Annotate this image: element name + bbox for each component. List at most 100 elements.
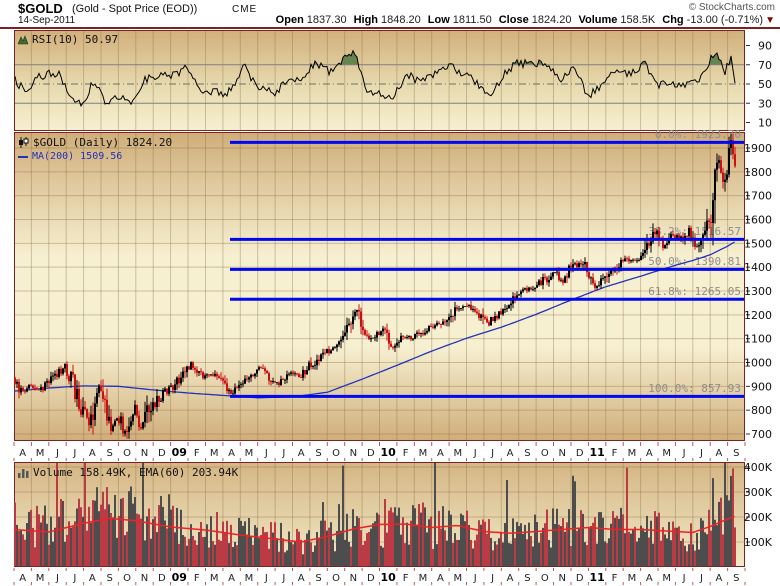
month-label: N (559, 448, 566, 459)
volume-label-text: Volume 158.49K, EMA(60) 203.94K (33, 466, 239, 479)
month-label: F (403, 573, 409, 584)
rsi-label-text: RSI(10) 50.97 (32, 33, 119, 46)
month-label: M (245, 573, 254, 584)
month-label: M (662, 448, 671, 459)
fib-lines (230, 140, 744, 398)
month-label: D (367, 573, 375, 584)
month-label: A (715, 573, 722, 584)
quote-field-value: 1837.30 (306, 14, 347, 26)
fib-label: 0.0%: 1923.70 (654, 128, 741, 141)
y-tick-label: 1400 (744, 261, 772, 274)
gridlines (15, 31, 744, 566)
month-label: J (55, 448, 59, 459)
ma-line-icon (18, 155, 28, 159)
month-label: M (662, 573, 671, 584)
rsi-line (14, 49, 736, 108)
ticker-description: (Gold - Spot Price (EOD)) (72, 3, 198, 15)
quote-field-value: -13.00 (-0.71%) (686, 14, 764, 26)
ma200-line (13, 241, 735, 399)
month-label: J (490, 448, 494, 459)
month-label: J (55, 573, 59, 584)
month-label: M (453, 573, 462, 584)
month-label: O (332, 573, 340, 584)
month-label: N (141, 573, 148, 584)
month-label: J (682, 573, 686, 584)
month-label: A (89, 573, 96, 584)
y-tick-label: 900 (751, 380, 772, 393)
rsi-mountain-icon (18, 34, 28, 45)
volume-label: Volume 158.49K, EMA(60) 203.94K (18, 466, 238, 479)
quote-field-label: Close (498, 14, 529, 26)
y-tick-label: 50 (758, 78, 772, 91)
month-label: M (628, 448, 637, 459)
y-tick-label: 70 (758, 59, 772, 72)
price-series-label: $GOLD (Daily) 1824.20 (18, 136, 172, 149)
ma-label-text: MA(200) 1509.56 (32, 151, 123, 162)
month-label: S (107, 573, 113, 584)
month-label: M (36, 573, 45, 584)
month-label: A (89, 448, 96, 459)
y-tick-label: 30 (758, 97, 772, 110)
copyright: © StockCharts.com (688, 2, 775, 13)
month-label: M (419, 573, 428, 584)
quote-line: Open 1837.30 High 1848.20 Low 1811.50 Close 182… (269, 14, 775, 26)
y-tick-label: 90 (758, 40, 772, 53)
month-label: 11 (589, 446, 604, 459)
month-label: M (419, 448, 428, 459)
month-label: J (264, 573, 268, 584)
month-label: D (367, 448, 375, 459)
month-label: S (107, 448, 113, 459)
quote-field-label: Chg (662, 14, 684, 26)
month-label: J (281, 573, 285, 584)
y-tick-label: 1600 (744, 213, 772, 226)
month-label: M (210, 573, 219, 584)
fib-label: 100.0%: 857.93 (648, 382, 741, 395)
month-label: J (72, 573, 76, 584)
quote-field-label: High (353, 14, 379, 26)
y-tick-label: 100K (744, 536, 773, 549)
month-label: J (699, 573, 703, 584)
y-tick-label: 1000 (744, 356, 772, 369)
y-tick-label: 1300 (744, 285, 772, 298)
month-label: A (298, 573, 305, 584)
month-label: A (19, 448, 26, 459)
month-label: A (715, 448, 722, 459)
month-label: D (576, 573, 584, 584)
rsi-overbought-fill (15, 50, 735, 65)
month-label: F (403, 448, 409, 459)
month-label: J (281, 448, 285, 459)
volume-bars-icon (18, 468, 29, 478)
month-label: N (350, 573, 357, 584)
month-label: F (194, 448, 200, 459)
quote-field-value: 1824.20 (531, 14, 572, 26)
price-panel (14, 132, 745, 441)
month-label: S (524, 448, 530, 459)
month-label: 10 (381, 446, 397, 459)
month-label: A (437, 448, 444, 459)
chart-date: 14-Sep-2011 (18, 15, 76, 26)
month-label: F (194, 573, 200, 584)
volume-bars (13, 463, 736, 566)
quote-field-label: Volume (578, 14, 618, 26)
y-tick-label: 400K (744, 461, 773, 474)
month-label: 09 (172, 446, 187, 459)
quote-field-value: 1811.50 (452, 14, 492, 26)
ticker-symbol: $GOLD (18, 1, 63, 16)
candlesticks (14, 133, 736, 439)
month-label: A (228, 448, 235, 459)
y-tick-label: 200K (744, 511, 773, 524)
month-label: A (646, 573, 653, 584)
month-label: 11 (589, 571, 604, 584)
month-label: J (473, 573, 477, 584)
month-label: N (350, 448, 357, 459)
y-tick-label: 1500 (744, 237, 772, 250)
candlestick-icon (18, 137, 29, 148)
month-label: F (612, 448, 618, 459)
month-label: N (141, 448, 148, 459)
month-label: 10 (381, 571, 397, 584)
month-label: O (123, 573, 131, 584)
month-label: D (576, 448, 584, 459)
month-label: S (315, 573, 321, 584)
month-label: O (332, 448, 340, 459)
price-label-text: $GOLD (Daily) 1824.20 (33, 136, 173, 149)
